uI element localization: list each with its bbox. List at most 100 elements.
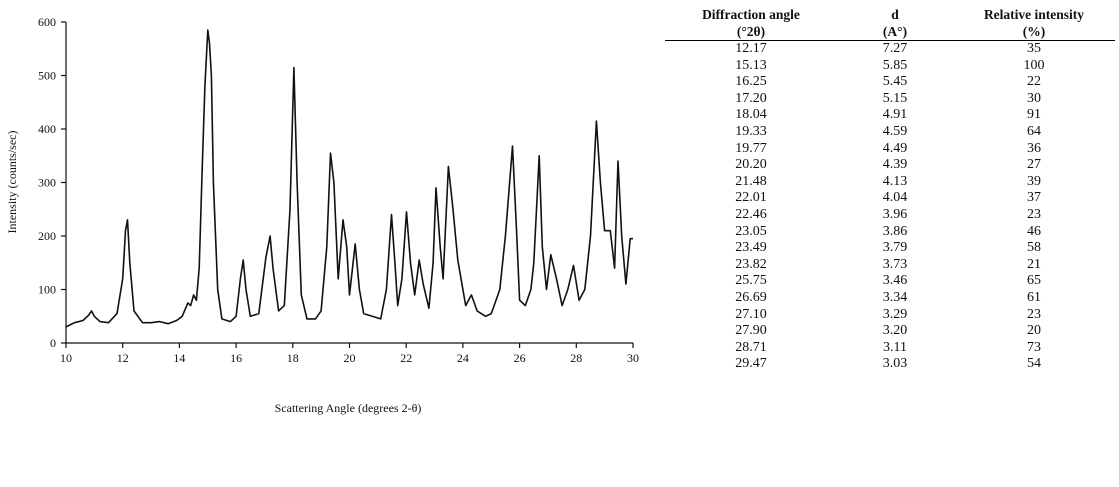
- cell-angle: 28.71: [735, 339, 767, 355]
- cell-angle: 19.77: [735, 140, 767, 156]
- y-tick-label: 400: [38, 122, 56, 136]
- cell-angle: 19.33: [735, 123, 767, 139]
- cell-d: 4.13: [882, 173, 908, 189]
- x-tick-label: 12: [117, 351, 129, 365]
- table-row: 27.10 3.29 23: [665, 307, 1115, 324]
- y-axis-label: Intensity (counts/sec): [5, 131, 19, 234]
- header-intensity-unit: (%): [953, 23, 1115, 41]
- cell-angle: 22.46: [735, 206, 767, 222]
- table-header-row: Diffraction angle d Relative intensity: [665, 6, 1115, 23]
- cell-d: 5.45: [882, 74, 908, 90]
- cell-d: 5.85: [882, 57, 908, 73]
- y-tick-label: 0: [50, 336, 56, 350]
- table-row: 26.69 3.34 61: [665, 290, 1115, 307]
- table-row: 27.90 3.20 20: [665, 323, 1115, 340]
- header-angle-unit: (°2θ): [665, 23, 837, 41]
- cell-angle: 15.13: [735, 57, 767, 73]
- cell-d: 3.03: [882, 356, 908, 372]
- x-tick-label: 14: [173, 351, 185, 365]
- cell-angle: 29.47: [735, 356, 767, 372]
- cell-d: 4.49: [882, 140, 908, 156]
- table-row: 19.77 4.49 36: [665, 141, 1115, 158]
- cell-d: 3.73: [882, 256, 908, 272]
- header-d: d: [891, 7, 899, 22]
- cell-d: 3.86: [882, 223, 908, 239]
- cell-intensity: 23: [1027, 306, 1041, 322]
- cell-d: 5.15: [882, 90, 908, 106]
- y-tick-label: 300: [38, 176, 56, 190]
- x-tick-label: 24: [457, 351, 469, 365]
- diffraction-pattern-line: [65, 29, 633, 328]
- cell-angle: 25.75: [735, 273, 767, 289]
- table-row: 22.01 4.04 37: [665, 190, 1115, 207]
- cell-intensity: 37: [1027, 190, 1041, 206]
- cell-angle: 27.10: [735, 306, 767, 322]
- cell-d: 3.11: [883, 339, 907, 355]
- cell-intensity: 91: [1027, 107, 1041, 123]
- cell-intensity: 61: [1027, 289, 1041, 305]
- x-tick-label: 16: [230, 351, 242, 365]
- table-row: 29.47 3.03 54: [665, 356, 1115, 373]
- table-header-units-row: (°2θ) (A°) (%): [665, 23, 1115, 41]
- table-row: 21.48 4.13 39: [665, 174, 1115, 191]
- table-row: 23.49 3.79 58: [665, 240, 1115, 257]
- cell-intensity: 27: [1027, 157, 1041, 173]
- table-row: 23.05 3.86 46: [665, 224, 1115, 241]
- table-row: 15.13 5.85 100: [665, 58, 1115, 75]
- cell-d: 7.27: [882, 41, 908, 56]
- header-angle: Diffraction angle: [702, 7, 800, 22]
- table-row: 23.82 3.73 21: [665, 257, 1115, 274]
- y-axis-ticks: 0 100 200 300 400 500 600: [38, 15, 66, 350]
- table-body: 12.17 7.27 35 15.13 5.85 100 16.25 5.45 22 17.20 5…: [665, 41, 1115, 373]
- cell-intensity: 46: [1027, 223, 1041, 239]
- cell-angle: 26.69: [735, 289, 767, 305]
- header-d-unit: (A°): [837, 23, 953, 41]
- table-row: 18.04 4.91 91: [665, 107, 1115, 124]
- table-row: 16.25 5.45 22: [665, 74, 1115, 91]
- cell-d: 3.20: [882, 323, 908, 339]
- cell-angle: 18.04: [735, 107, 767, 123]
- table-row: 28.71 3.11 73: [665, 340, 1115, 357]
- cell-angle: 22.01: [735, 190, 767, 206]
- cell-angle: 16.25: [735, 74, 767, 90]
- table-row: 12.17 7.27 35: [665, 41, 1115, 58]
- cell-intensity: 21: [1027, 256, 1041, 272]
- x-tick-label: 18: [287, 351, 299, 365]
- x-tick-label: 20: [344, 351, 356, 365]
- header-intensity: Relative intensity: [983, 7, 1085, 22]
- cell-angle: 17.20: [735, 90, 767, 106]
- cell-intensity: 73: [1027, 339, 1041, 355]
- cell-intensity: 65: [1027, 273, 1041, 289]
- x-tick-label: 30: [627, 351, 639, 365]
- cell-angle: 27.90: [735, 323, 767, 339]
- cell-d: 3.34: [882, 289, 908, 305]
- table-row: 20.20 4.39 27: [665, 157, 1115, 174]
- cell-d: 4.39: [882, 157, 908, 173]
- cell-intensity: 20: [1027, 323, 1041, 339]
- table-row: 17.20 5.15 30: [665, 91, 1115, 108]
- table-row: 25.75 3.46 65: [665, 273, 1115, 290]
- cell-angle: 20.20: [735, 157, 767, 173]
- cell-intensity: 54: [1027, 356, 1041, 372]
- table-row: 22.46 3.96 23: [665, 207, 1115, 224]
- y-tick-label: 500: [38, 69, 56, 83]
- cell-angle: 23.49: [735, 240, 767, 256]
- cell-intensity: 100: [1023, 57, 1045, 73]
- y-tick-label: 200: [38, 229, 56, 243]
- cell-intensity: 36: [1027, 140, 1041, 156]
- cell-intensity: 35: [1027, 41, 1041, 56]
- x-tick-label: 28: [570, 351, 582, 365]
- xrd-chart: 0 100 200 300 400 500 600 10 12 14 16 18 20 22 24 26 28…: [5, 15, 639, 415]
- x-tick-label: 22: [400, 351, 412, 365]
- x-axis-ticks: 10 12 14 16 18 20 22 24 26 28 30: [60, 343, 639, 365]
- peak-table: Diffraction angle d Relative intensity (…: [665, 6, 1115, 373]
- cell-angle: 23.05: [735, 223, 767, 239]
- cell-intensity: 23: [1027, 206, 1041, 222]
- cell-d: 3.79: [882, 240, 908, 256]
- cell-intensity: 39: [1027, 173, 1041, 189]
- cell-d: 4.59: [882, 123, 908, 139]
- y-tick-label: 600: [38, 15, 56, 29]
- cell-intensity: 30: [1027, 90, 1041, 106]
- y-tick-label: 100: [38, 283, 56, 297]
- x-tick-label: 10: [60, 351, 72, 365]
